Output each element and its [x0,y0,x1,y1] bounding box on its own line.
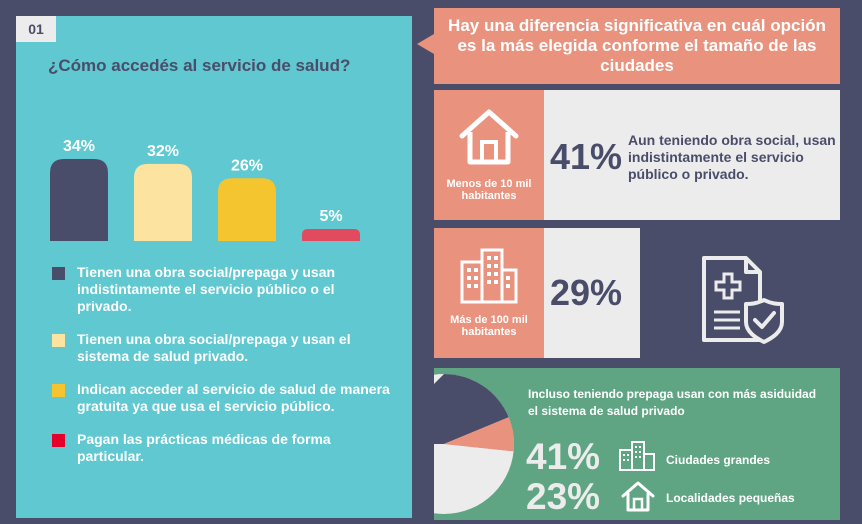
small-town-icon-box: Menos de 10 mil habitantes [434,90,544,220]
large-city-caption: Más de 100 mil habitantes [450,314,528,338]
insight-box: Incluso teniendo prepaga usan con más as… [434,368,840,520]
chart-title: ¿Cómo accedés al servicio de salud? [48,56,351,75]
large-city-stat: 29% [544,228,640,358]
legend-item: Pagan las prácticas médicas de forma par… [52,431,392,465]
bar-value-label: 32% [147,143,179,160]
legend-swatch [52,434,65,447]
small-town-stat: 41% Aun teniendo obra social, usan indis… [544,90,840,220]
legend-swatch [52,334,65,347]
legend-text: Tienen una obra social/prepaga y usan in… [77,264,336,314]
large-city-icon-box: Más de 100 mil habitantes [434,228,544,358]
legend-item: Tienen una obra social/prepaga y usan in… [52,264,392,315]
chart-legend: Tienen una obra social/prepaga y usan in… [52,264,392,481]
legend-text: Tienen una obra social/prepaga y usan el… [77,331,351,364]
bar [134,163,192,241]
bar [218,178,276,241]
legend-swatch [52,267,65,280]
health-document-shield-icon [702,256,784,344]
house-icon [459,109,519,165]
legend-text: Pagan las prácticas médicas de forma par… [77,431,331,464]
buildings-icon [619,441,655,471]
legend-item: Indican acceder al servicio de salud de … [52,381,392,415]
small-town-caption: Menos de 10 mil habitantes [446,178,532,202]
headline-arrow [417,34,434,54]
insight-text: Incluso teniendo prepaga usan con más as… [528,387,817,418]
bar [50,159,108,241]
bar-value-label: 34% [63,138,95,155]
pie-decoration [434,374,515,514]
bar-value-label: 26% [231,157,263,174]
chart-panel: 01 ¿Cómo accedés al servicio de salud? 3… [16,16,412,518]
legend-text: Indican acceder al servicio de salud de … [77,381,390,414]
small-towns-label: Localidades pequeñas [666,491,795,505]
buildings-icon [460,248,518,304]
legend-swatch [52,384,65,397]
small-towns-percent: 23% [526,476,601,517]
bar-chart: 34% 32% 26% 5% [50,138,360,241]
small-town-percent: 41% [550,136,623,177]
small-town-description: Aun teniendo obra social, usan indistint… [628,132,836,182]
bar [302,228,360,241]
big-cities-label: Ciudades grandes [666,453,771,467]
house-icon [621,481,655,512]
bar-value-label: 5% [319,208,342,225]
section-badge: 01 [16,16,56,42]
headline: Hay una diferencia significativa en cuál… [434,8,840,84]
big-cities-percent: 41% [526,436,601,477]
large-city-percent: 29% [550,272,623,313]
legend-item: Tienen una obra social/prepaga y usan el… [52,331,392,365]
